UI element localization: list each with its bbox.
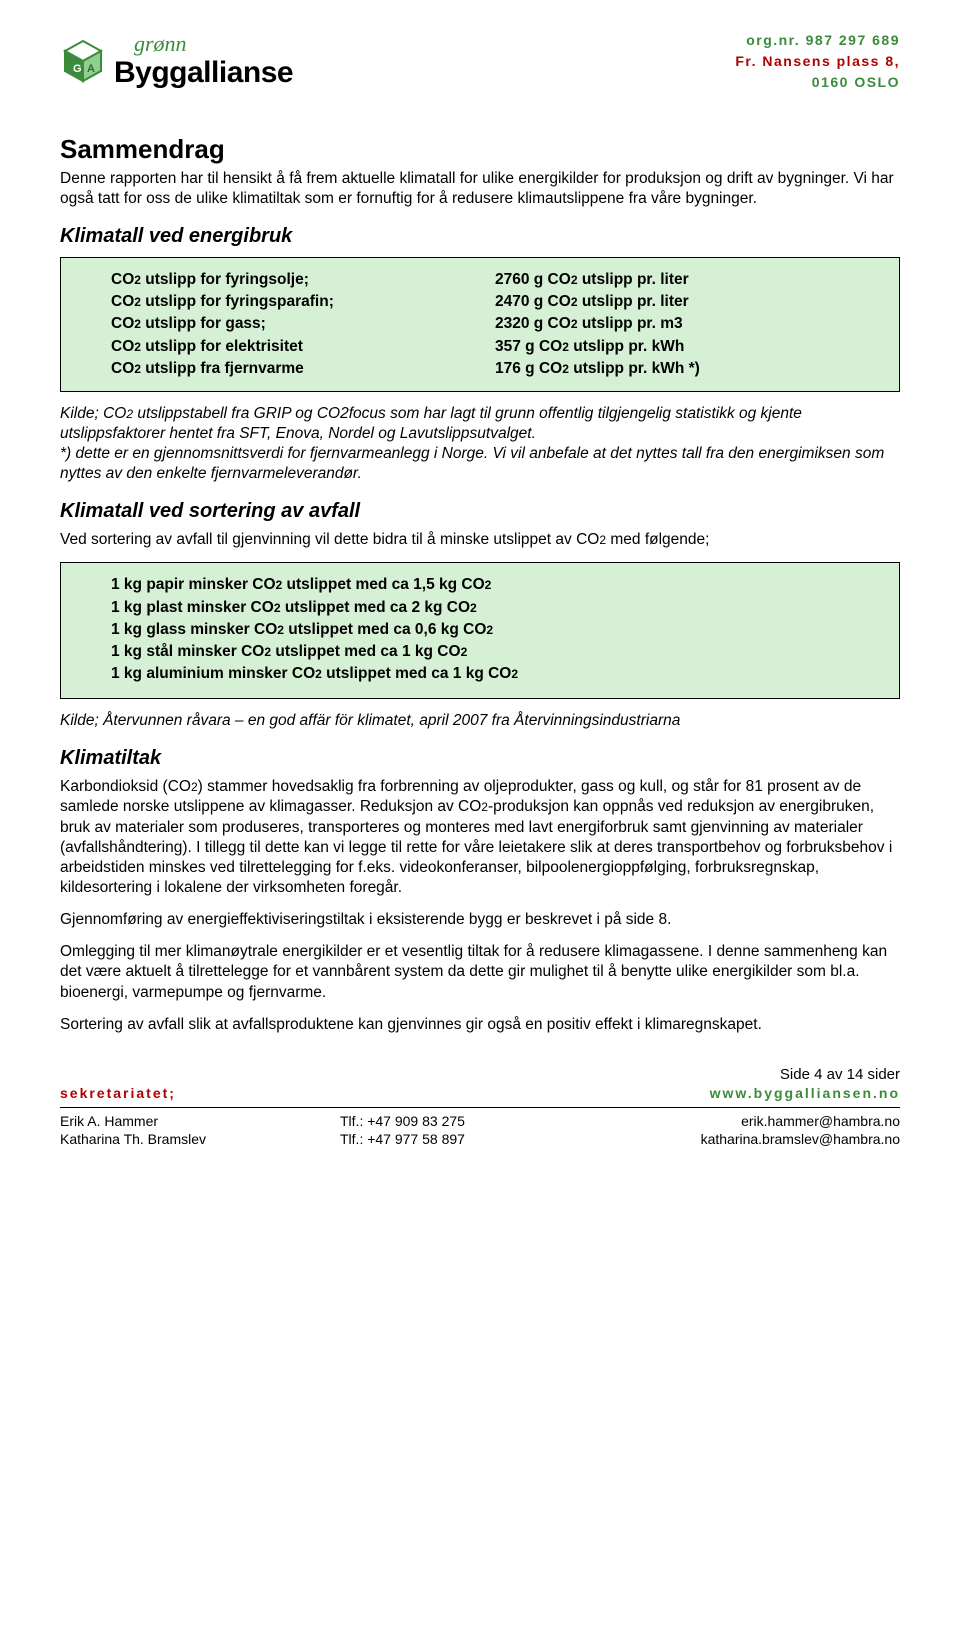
contact-phone: Tlf.: +47 977 58 897 bbox=[340, 1130, 620, 1148]
section3-heading: Klimatiltak bbox=[60, 745, 900, 771]
emission-row-value: 176 g CO2 utslipp pr. kWh *) bbox=[495, 359, 879, 379]
contact-name: Erik A. Hammer bbox=[60, 1112, 340, 1130]
org-number: org.nr. 987 297 689 bbox=[735, 30, 900, 51]
waste-row: 1 kg stål minsker CO2 utslippet med ca 1… bbox=[111, 642, 879, 662]
emission-row-label: CO2 utslipp for fyringsolje; bbox=[111, 270, 495, 290]
footer-divider bbox=[60, 1107, 900, 1108]
emission-row-label: CO2 utslipp for gass; bbox=[111, 314, 495, 334]
svg-text:A: A bbox=[87, 63, 95, 75]
page-number: Side 4 av 14 sider bbox=[60, 1065, 900, 1085]
source-note-1: Kilde; CO2 utslippstabell fra GRIP og CO… bbox=[60, 404, 900, 485]
waste-sorting-box: 1 kg papir minsker CO2 utslippet med ca … bbox=[60, 562, 900, 699]
website: www.byggalliansen.no bbox=[710, 1084, 900, 1102]
waste-row: 1 kg aluminium minsker CO2 utslippet med… bbox=[111, 664, 879, 684]
section1-heading: Klimatall ved energibruk bbox=[60, 223, 900, 249]
contact-row: Katharina Th. BramslevTlf.: +47 977 58 8… bbox=[60, 1130, 900, 1148]
waste-row: 1 kg plast minsker CO2 utslippet med ca … bbox=[111, 598, 879, 618]
contact-name: Katharina Th. Bramslev bbox=[60, 1130, 340, 1148]
logo-text: grønn Byggallianse bbox=[114, 30, 293, 92]
page-header: G A grønn Byggallianse org.nr. 987 297 6… bbox=[60, 30, 900, 93]
emission-row-value: 2320 g CO2 utslipp pr. m3 bbox=[495, 314, 879, 334]
logo: G A grønn Byggallianse bbox=[60, 30, 293, 92]
emission-row-label: CO2 utslipp fra fjernvarme bbox=[111, 359, 495, 379]
emission-row-value: 2470 g CO2 utslipp pr. liter bbox=[495, 292, 879, 312]
page-title: Sammendrag bbox=[60, 133, 900, 167]
energy-emissions-box: CO2 utslipp for fyringsolje;2760 g CO2 u… bbox=[60, 257, 900, 392]
section3-p3: Omlegging til mer klimanøytrale energiki… bbox=[60, 942, 900, 1002]
section3-p2: Gjennomføring av energieffektiviseringst… bbox=[60, 910, 900, 930]
contact-email: katharina.bramslev@hambra.no bbox=[620, 1130, 900, 1148]
contact-email: erik.hammer@hambra.no bbox=[620, 1112, 900, 1130]
org-city: 0160 OSLO bbox=[735, 72, 900, 93]
contact-row: Erik A. HammerTlf.: +47 909 83 275erik.h… bbox=[60, 1112, 900, 1130]
svg-text:G: G bbox=[73, 63, 82, 75]
waste-row: 1 kg papir minsker CO2 utslippet med ca … bbox=[111, 575, 879, 595]
section2-heading: Klimatall ved sortering av avfall bbox=[60, 498, 900, 524]
source-note-2: Kilde; Återvunnen råvara – en god affär … bbox=[60, 711, 900, 731]
emission-row-label: CO2 utslipp for fyringsparafin; bbox=[111, 292, 495, 312]
logo-main: Byggallianse bbox=[114, 53, 293, 92]
section3-p1: Karbondioksid (CO2) stammer hovedsaklig … bbox=[60, 777, 900, 898]
cube-icon: G A bbox=[60, 38, 106, 84]
org-address: Fr. Nansens plass 8, bbox=[735, 51, 900, 72]
org-info: org.nr. 987 297 689 Fr. Nansens plass 8,… bbox=[735, 30, 900, 93]
secretariat-label: sekretariatet; bbox=[60, 1084, 176, 1102]
emission-row-value: 2760 g CO2 utslipp pr. liter bbox=[495, 270, 879, 290]
waste-row: 1 kg glass minsker CO2 utslippet med ca … bbox=[111, 620, 879, 640]
emission-row-label: CO2 utslipp for elektrisitet bbox=[111, 337, 495, 357]
intro-paragraph: Denne rapporten har til hensikt å få fre… bbox=[60, 169, 900, 209]
page-footer: Side 4 av 14 sider sekretariatet; www.by… bbox=[60, 1065, 900, 1148]
section3-p4: Sortering av avfall slik at avfallsprodu… bbox=[60, 1015, 900, 1035]
emission-row-value: 357 g CO2 utslipp pr. kWh bbox=[495, 337, 879, 357]
section2-intro: Ved sortering av avfall til gjenvinning … bbox=[60, 530, 900, 550]
contact-phone: Tlf.: +47 909 83 275 bbox=[340, 1112, 620, 1130]
